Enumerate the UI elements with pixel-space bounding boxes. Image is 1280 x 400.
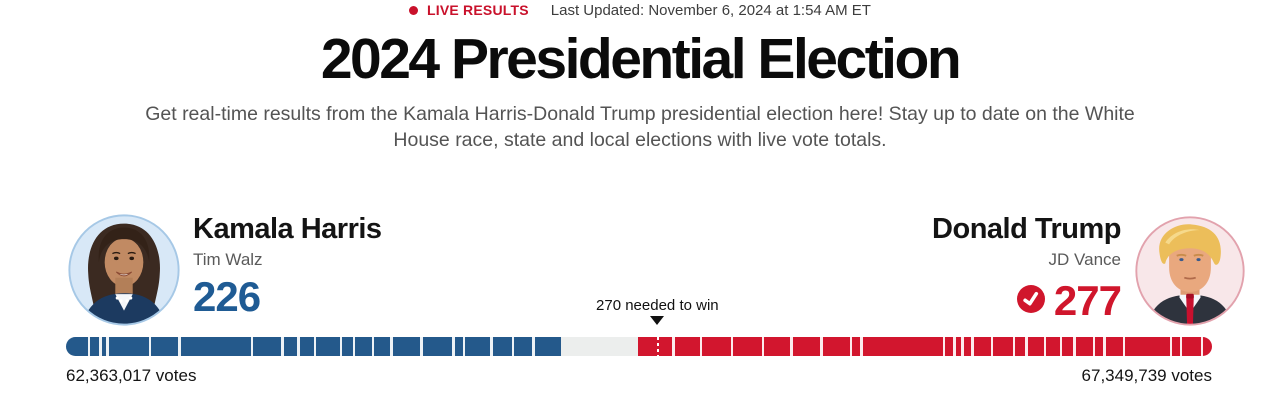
state-divider-tick [761,337,765,356]
state-divider-tick [961,337,964,356]
needed-to-win-line [657,337,660,356]
state-divider-tick [990,337,994,356]
live-results-bar: LIVE RESULTS Last Updated: November 6, 2… [0,1,1280,19]
running-mate-harris: Tim Walz [193,250,263,269]
state-divider-tick [148,337,151,356]
candidate-info-trump: Donald Trump JD Vance 277 [932,212,1122,328]
electoral-votes-harris: 226 [193,273,261,320]
state-divider-tick [452,337,455,356]
state-divider-tick [860,337,863,356]
state-divider-tick [1169,337,1173,356]
down-triangle-icon [650,316,665,325]
state-divider-tick [672,337,675,356]
state-divider-tick [953,337,956,356]
live-results-label: LIVE RESULTS [427,2,529,18]
state-divider-tick [250,337,253,356]
electoral-votes-trump: 277 [1053,277,1122,324]
state-divider-tick [297,337,300,356]
state-divider-tick [87,337,91,356]
popular-votes-harris: 62,363,017 votes [66,366,197,385]
last-updated-text: Last Updated: November 6, 2024 at 1:54 A… [550,1,871,19]
needed-to-win-label: 270 needed to win [596,297,719,314]
state-divider-tick [1092,337,1096,356]
state-divider-tick [352,337,355,356]
state-divider-tick [1025,337,1028,356]
harris-portrait-photo [68,214,180,326]
page-title: 2024 Presidential Election [320,27,962,91]
checkmark-circle-icon [1016,285,1045,313]
state-divider-tick [1179,337,1183,356]
state-divider-tick [390,337,393,356]
state-divider-tick [99,337,102,356]
state-divider-tick [281,337,284,356]
electoral-votes-row-trump: 277 [932,275,1122,324]
candidate-card-trump: Donald Trump JD Vance 277 [932,212,1247,328]
electoral-bar-area: 270 needed to win [66,297,1212,359]
state-divider-tick [849,337,853,356]
candidate-card-harris: Kamala Harris Tim Walz 226 [66,212,382,328]
state-divider-tick [790,337,793,356]
trump-portrait-photo [1135,216,1245,326]
candidate-name-trump: Donald Trump [932,213,1121,245]
state-divider-tick [1043,337,1047,356]
state-divider-tick [178,337,181,356]
trump-bar-segment [637,337,1212,356]
state-divider-tick [420,337,423,356]
state-divider-tick [1012,337,1016,356]
state-divider-tick [820,337,823,356]
state-divider-tick [1073,337,1076,356]
uncalled-bar-segment [561,337,638,356]
state-divider-tick [942,337,946,356]
state-divider-tick [462,337,466,356]
state-divider-tick [511,337,515,356]
state-divider-tick [339,337,343,356]
state-divider-tick [730,337,734,356]
page-subtitle: Get real-time results from the Kamala Ha… [145,103,1135,151]
state-divider-tick [1122,337,1126,356]
state-divider-tick [532,337,535,356]
state-divider-tick [490,337,493,356]
running-mate-trump: JD Vance [1048,250,1121,269]
electoral-bar [66,337,1212,356]
state-divider-tick [313,337,317,356]
candidate-info-harris: Kamala Harris Tim Walz 226 [193,212,382,328]
state-divider-tick [971,337,974,356]
red-dot-icon [409,5,419,15]
state-divider-tick [371,337,375,356]
state-divider-tick [106,337,109,356]
state-divider-tick [699,337,703,356]
state-divider-tick [1059,337,1063,356]
state-divider-tick [1103,337,1106,356]
popular-votes-trump: 67,349,739 votes [1081,366,1212,385]
state-divider-tick [1200,337,1204,356]
candidate-name-harris: Kamala Harris [193,213,382,245]
